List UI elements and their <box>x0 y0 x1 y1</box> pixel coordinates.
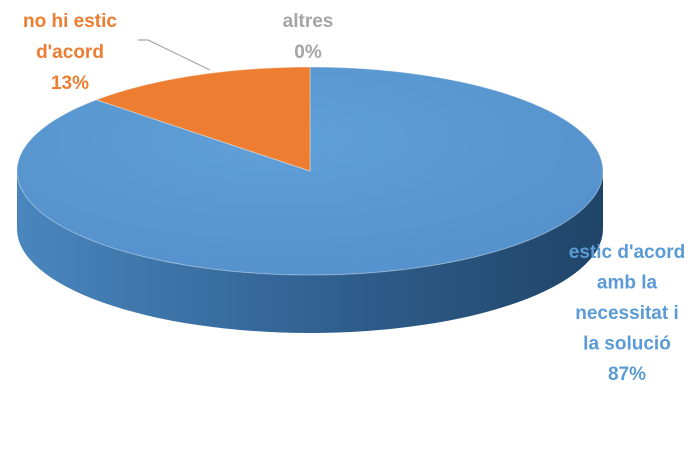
pie-slice-disagree <box>94 66 311 172</box>
data-label-disagree: no hi estic d'acord 13% <box>23 11 117 94</box>
pie-slice-side-agree <box>17 171 603 333</box>
leader-line-disagree <box>138 39 211 71</box>
label-group: estic d'acord amb la necessitat i la soluci… <box>23 11 685 385</box>
data-label-agree: estic d'acord amb la necessitat i la soluci… <box>569 242 685 385</box>
data-label-other: altres 0% <box>283 11 334 63</box>
pie-group <box>16 66 604 333</box>
pie-slice-agree <box>16 66 604 276</box>
